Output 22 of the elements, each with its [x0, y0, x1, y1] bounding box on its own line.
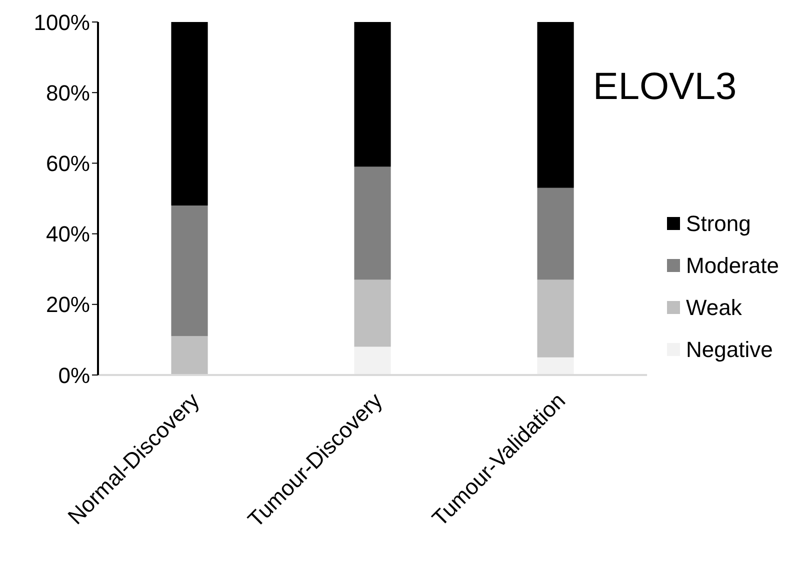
legend-label: Strong [686, 210, 751, 236]
bar [537, 188, 574, 280]
bar [354, 280, 391, 347]
bar [537, 357, 574, 375]
bar [171, 22, 208, 206]
y-tick-label: 60% [46, 151, 90, 176]
bar [171, 336, 208, 375]
y-tick-label: 80% [46, 80, 90, 106]
y-tick-label: 100% [34, 10, 90, 35]
bar [171, 206, 208, 336]
bar [354, 166, 391, 280]
legend-label: Negative [686, 336, 773, 362]
y-tick-label: 0% [58, 362, 90, 388]
legend-label: Moderate [686, 252, 779, 278]
bar [537, 280, 574, 358]
y-tick-label: 20% [46, 292, 90, 318]
text: ELOVL3 [593, 66, 737, 109]
bar [537, 22, 574, 188]
bar [354, 346, 391, 375]
bar [354, 22, 391, 167]
legend-label: Weak [686, 294, 742, 320]
y-tick-label: 40% [46, 222, 90, 247]
